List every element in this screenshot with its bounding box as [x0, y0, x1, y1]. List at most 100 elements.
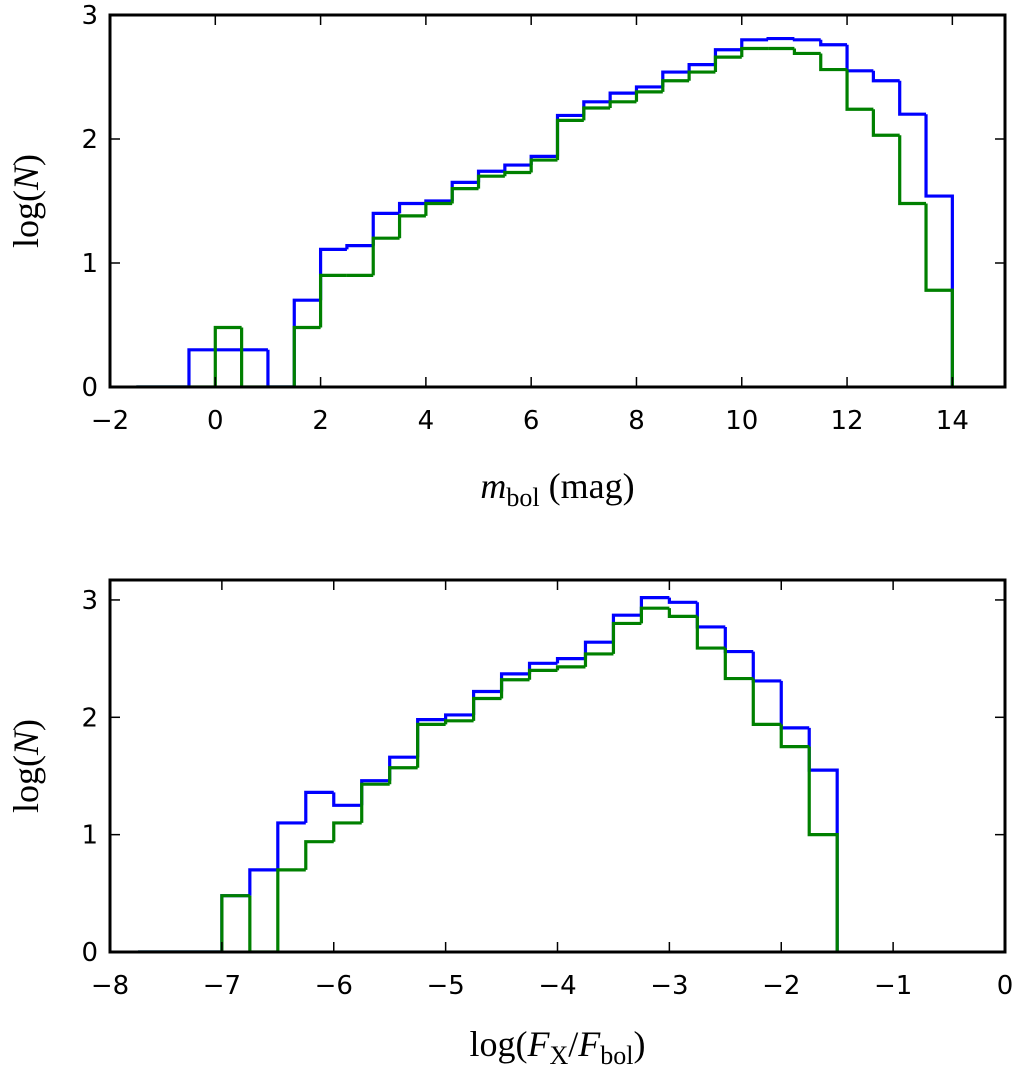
hist-step — [611, 621, 642, 654]
hist-step — [332, 821, 362, 842]
hist-step — [845, 44, 874, 73]
x-tick-label: 4 — [418, 406, 435, 436]
hist-step — [240, 327, 268, 387]
hist-step — [898, 135, 927, 206]
hist-step — [608, 100, 637, 108]
hist-step — [444, 719, 474, 725]
x-tick-label: 14 — [936, 406, 969, 436]
hist-step — [924, 114, 954, 387]
x-tick-label: −1 — [874, 971, 912, 1001]
hist-step — [220, 894, 250, 952]
hist-step — [819, 39, 848, 47]
hist-step — [845, 69, 874, 111]
x-axis-label-part: ) — [634, 1024, 646, 1064]
hist-step — [416, 722, 446, 768]
x-tick-label: −4 — [538, 971, 576, 1001]
x-tick-label: 8 — [628, 406, 645, 436]
y-tick-label: 0 — [81, 373, 98, 403]
hist-step — [527, 668, 558, 680]
hist-step — [819, 53, 848, 72]
hist-step — [476, 174, 505, 189]
y-axis-label-part: log( — [6, 755, 46, 813]
hist-step — [740, 38, 769, 50]
hist-step — [450, 180, 479, 201]
hist-step — [807, 746, 839, 952]
hist-step — [779, 680, 810, 730]
hist-step — [450, 187, 479, 204]
hist-step — [332, 792, 362, 807]
hist-step — [871, 109, 900, 137]
x-axis-label-part: F — [526, 1024, 550, 1064]
axes-frame — [108, 13, 1007, 389]
x-axis-label-part: log( — [469, 1024, 527, 1064]
x-tick-label: 0 — [207, 406, 224, 436]
hist-step — [723, 648, 754, 681]
x-tick-label: 12 — [831, 406, 864, 436]
y-axis-label-part: log( — [6, 190, 46, 248]
x-tick-label: 2 — [312, 406, 329, 436]
y-tick-label: 3 — [81, 586, 98, 616]
x-axis-label-part: F — [577, 1024, 601, 1064]
hist-step — [471, 696, 502, 721]
x-axis-label-part: (mag) — [540, 466, 635, 506]
hist-step — [292, 325, 321, 387]
x-tick-label: 6 — [523, 406, 540, 436]
hist-step — [713, 55, 742, 73]
hist-step — [529, 158, 558, 173]
hist-step — [213, 325, 242, 387]
hist-step — [667, 608, 698, 618]
hist-step — [639, 596, 670, 616]
hist-step — [266, 349, 295, 387]
hist-step — [345, 244, 374, 250]
hist-step — [634, 90, 663, 102]
y-axis-label: log(N) — [6, 154, 46, 248]
hist-step — [751, 651, 782, 683]
hist-step — [582, 106, 611, 121]
y-tick-label: 2 — [81, 125, 98, 155]
y-tick-label: 2 — [81, 703, 98, 733]
y-axis-label-part: N — [6, 729, 46, 756]
hist-step — [555, 665, 586, 671]
hist-step — [276, 821, 306, 870]
x-axis-label-part: bol — [506, 483, 539, 512]
y-tick-label: 1 — [81, 821, 98, 851]
y-axis-label: log(N) — [6, 719, 46, 813]
x-tick-label: −2 — [762, 971, 800, 1001]
x-tick-label: −3 — [650, 971, 688, 1001]
hist-step — [740, 46, 769, 58]
x-tick-label: −6 — [315, 971, 353, 1001]
hist-step — [695, 616, 726, 650]
hist-step — [608, 91, 637, 102]
hist-step — [248, 868, 278, 896]
hist-step — [792, 48, 821, 56]
hist-step — [292, 298, 321, 387]
hist-step — [471, 689, 502, 715]
hist-step — [318, 273, 347, 328]
hist-step — [871, 70, 900, 83]
hist-step — [503, 163, 532, 172]
y-tick-label: 0 — [81, 938, 98, 968]
x-tick-label: 10 — [725, 406, 758, 436]
hist-step — [444, 713, 474, 720]
hist-step — [304, 790, 334, 823]
hist-step — [667, 597, 698, 604]
x-axis-label: log(FX/Fbol) — [469, 1024, 645, 1070]
hist-step — [723, 626, 754, 654]
hist-step — [687, 62, 716, 73]
hist-step — [503, 170, 532, 177]
hist-step — [397, 201, 426, 214]
x-axis-label-part: / — [568, 1024, 578, 1064]
hist-step — [555, 118, 584, 161]
hist-step — [360, 782, 390, 823]
axes-frame — [108, 578, 1007, 954]
hist-step — [248, 895, 278, 952]
hist-step — [388, 766, 418, 785]
hist-step — [766, 36, 795, 41]
hist-step — [555, 657, 586, 664]
hist-step — [276, 868, 306, 952]
hist-step — [304, 840, 334, 870]
plot-area — [137, 596, 839, 952]
hist-step — [371, 211, 400, 246]
